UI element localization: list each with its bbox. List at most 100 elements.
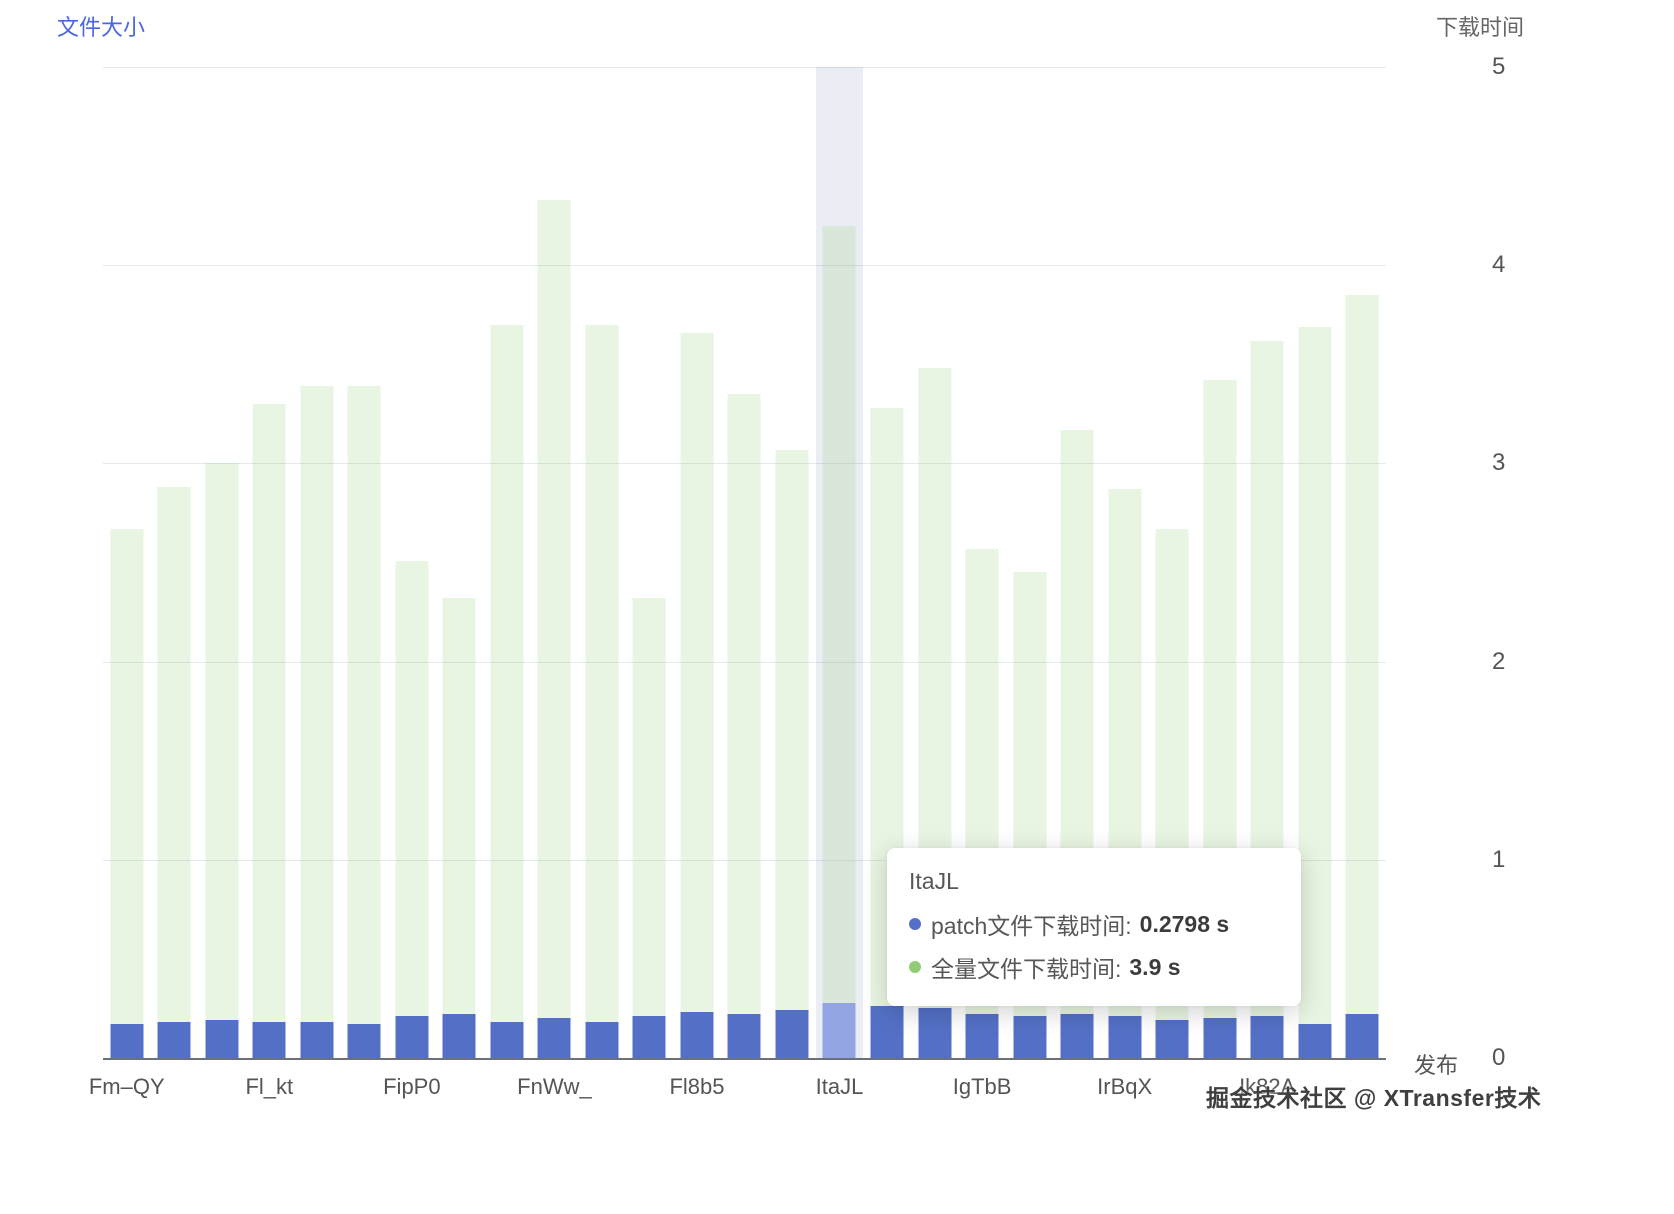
gridline [103, 265, 1386, 267]
full-file-bar[interactable] [252, 403, 286, 1058]
bar-group[interactable] [436, 67, 484, 1058]
tooltip-series-label: 全量文件下载时间: [931, 956, 1122, 982]
patch-file-bar[interactable] [918, 1008, 952, 1058]
patch-file-bar[interactable] [1203, 1018, 1237, 1058]
patch-file-bar[interactable] [870, 1006, 904, 1058]
patch-file-bar[interactable] [680, 1012, 714, 1058]
patch-file-bar[interactable] [1060, 1014, 1094, 1058]
right-y-axis-name: 下载时间 [1435, 15, 1524, 40]
patch-file-bar[interactable] [1155, 1020, 1189, 1058]
x-tick-label: Ik82A [1239, 1074, 1296, 1099]
tooltip-title: ItaJL [909, 868, 959, 894]
patch-file-bar[interactable] [632, 1016, 666, 1058]
bar-group-highlighted[interactable] [815, 67, 864, 1058]
full-file-bar[interactable] [822, 225, 856, 1058]
bar-group[interactable] [246, 67, 294, 1058]
series-marker-icon [909, 961, 921, 973]
x-tick-label: IrBqX [1097, 1074, 1153, 1099]
patch-file-bar[interactable] [1250, 1016, 1284, 1058]
bar-group[interactable] [768, 67, 816, 1058]
patch-file-bar[interactable] [442, 1014, 476, 1058]
patch-file-bar[interactable] [537, 1018, 571, 1058]
tooltip-rows: patch文件下载时间: 0.2798 s 全量文件下载时间: 3.9 s [909, 907, 1279, 984]
tooltip-series-label: patch文件下载时间: [931, 913, 1132, 939]
x-tick-label: FnWw_ [517, 1074, 592, 1099]
patch-file-bar[interactable] [727, 1014, 761, 1058]
gridline [103, 463, 1386, 465]
gridline [103, 661, 1386, 663]
patch-file-bar[interactable] [1298, 1024, 1332, 1058]
bar-group[interactable] [721, 67, 769, 1058]
full-file-bar[interactable] [537, 199, 571, 1058]
x-axis-tick-labels: Fm–QY Fl_kt FipP0 FnWw_ Fl8b5 ItaJL IgTbB IrBqX… [89, 1074, 1386, 1102]
y-tick-label: 0 [1492, 1044, 1506, 1071]
bar-group[interactable] [483, 67, 531, 1058]
bar-group[interactable] [1291, 67, 1339, 1058]
bar-group[interactable] [673, 67, 721, 1058]
tooltip-row: 全量文件下载时间: 3.9 s [909, 950, 1279, 984]
patch-file-bar[interactable] [490, 1022, 524, 1058]
tooltip-row: patch文件下载时间: 0.2798 s [909, 907, 1279, 941]
patch-file-bar[interactable] [1108, 1016, 1142, 1058]
full-file-bar[interactable] [1345, 294, 1379, 1058]
patch-file-bar[interactable] [300, 1022, 334, 1058]
patch-file-bar[interactable] [395, 1016, 429, 1058]
y-tick-label: 5 [1492, 53, 1506, 80]
x-tick-label: Fm–QY [88, 1074, 165, 1099]
patch-file-bar[interactable] [822, 1002, 856, 1058]
left-y-axis-name: 文件大小 [57, 15, 146, 40]
x-axis-name: 发布 [1414, 1053, 1459, 1078]
y-tick-label: 3 [1492, 449, 1506, 477]
bar-group[interactable] [103, 67, 151, 1058]
gridline [103, 67, 1386, 68]
x-tick-label: Fl8b5 [669, 1074, 725, 1099]
patch-file-bar[interactable] [965, 1014, 999, 1058]
full-file-bar[interactable] [205, 463, 239, 1058]
full-file-bar[interactable] [110, 528, 144, 1058]
full-file-bar[interactable] [775, 449, 809, 1058]
patch-file-bar[interactable] [157, 1022, 191, 1058]
patch-file-bar[interactable] [205, 1020, 239, 1058]
patch-file-bar[interactable] [347, 1024, 381, 1058]
full-file-bar[interactable] [157, 487, 191, 1058]
full-file-bar[interactable] [395, 560, 429, 1058]
bar-group[interactable] [198, 67, 246, 1058]
full-file-bar[interactable] [300, 386, 334, 1058]
bar-group[interactable] [151, 67, 199, 1058]
y-tick-label: 4 [1492, 251, 1506, 279]
patch-file-bar[interactable] [252, 1022, 286, 1058]
gridline [103, 859, 1386, 861]
patch-file-bar[interactable] [585, 1022, 619, 1058]
bar-group[interactable] [578, 67, 626, 1058]
x-tick-label: ItaJL [815, 1074, 864, 1099]
full-file-bar[interactable] [1298, 326, 1332, 1058]
full-file-bar[interactable] [442, 598, 476, 1058]
full-file-bar[interactable] [585, 324, 619, 1058]
full-file-bar[interactable] [727, 394, 761, 1058]
patch-file-bar[interactable] [1013, 1016, 1047, 1058]
tooltip: ItaJL patch文件下载时间: 0.2798 s 全量文件下载时间: 3.9 s [887, 848, 1301, 1006]
full-file-bar[interactable] [632, 598, 666, 1058]
y-axis-tick-labels: 0 1 2 3 4 5 [1492, 53, 1552, 1071]
y-tick-label: 2 [1492, 647, 1506, 675]
x-tick-label: FipP0 [383, 1074, 441, 1099]
patch-file-bar[interactable] [1345, 1014, 1379, 1058]
x-tick-label: Fl_kt [245, 1074, 294, 1099]
y-tick-label: 1 [1492, 845, 1506, 873]
bar-group[interactable] [341, 67, 389, 1058]
full-file-bar[interactable] [490, 324, 524, 1058]
bar-group[interactable] [388, 67, 436, 1058]
full-file-bar[interactable] [680, 332, 714, 1058]
tooltip-series-value: 3.9 s [1129, 953, 1181, 980]
patch-file-bar[interactable] [775, 1010, 809, 1058]
bar-group[interactable] [293, 67, 341, 1058]
bar-group[interactable] [1338, 67, 1386, 1058]
patch-file-bar[interactable] [110, 1024, 144, 1058]
full-file-bar[interactable] [347, 386, 381, 1058]
bar-group[interactable] [531, 67, 579, 1058]
series-marker-icon [909, 918, 921, 930]
bar-group[interactable] [626, 67, 674, 1058]
x-tick-label: IgTbB [952, 1074, 1012, 1099]
watermark: 掘金技术社区 @ XTransfer技术 [1206, 1085, 1542, 1111]
